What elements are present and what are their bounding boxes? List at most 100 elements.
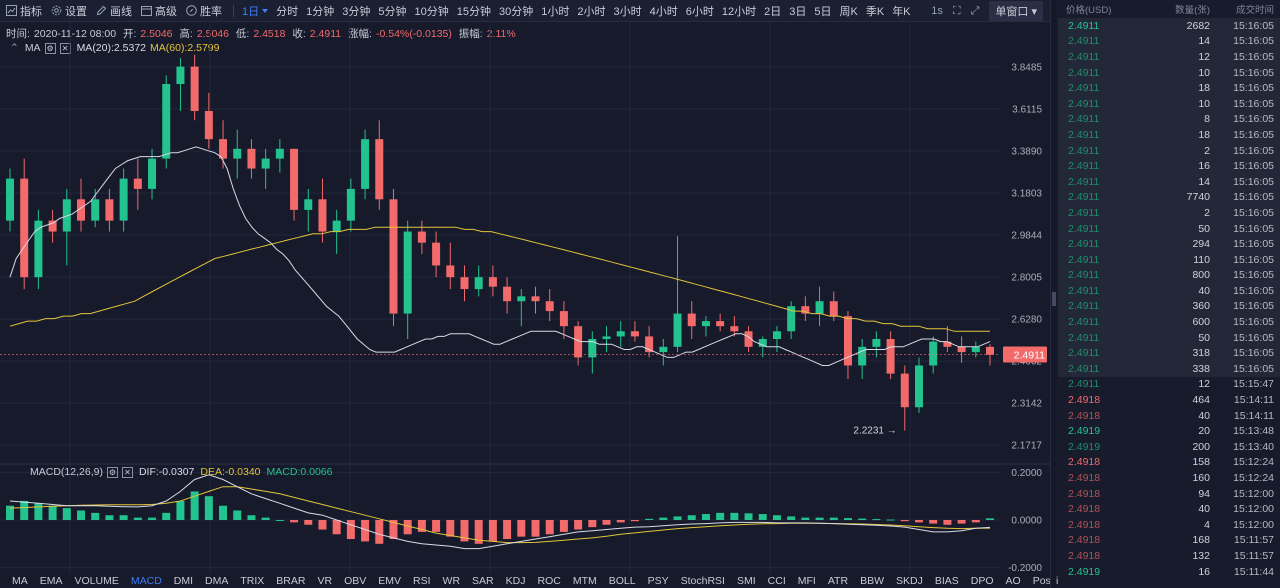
interval-caret-icon[interactable]: [262, 8, 269, 13]
indicator-tab-kdj[interactable]: KDJ: [505, 575, 526, 587]
winrate-tool[interactable]: 胜率: [186, 3, 222, 19]
indicator-tab-ma[interactable]: MA: [12, 575, 28, 587]
interval-12[interactable]: 6小时: [685, 5, 714, 18]
settings-tool[interactable]: 设置: [51, 3, 87, 19]
indicator-tab-trix[interactable]: TRIX: [240, 575, 265, 587]
trade-time: 15:16:05: [1233, 362, 1274, 375]
indicator-tab-dma[interactable]: DMA: [205, 575, 229, 587]
panel-splitter[interactable]: [1050, 0, 1056, 588]
low-marker: 2.2231 →: [853, 426, 896, 437]
indicator-tab-mtm[interactable]: MTM: [572, 575, 597, 587]
macd-settings-icon[interactable]: ⚙: [106, 466, 118, 478]
indicator-tab-atr[interactable]: ATR: [827, 575, 849, 587]
indicator-tab-dpo[interactable]: DPO: [970, 575, 994, 587]
trade-qty: 12: [1198, 378, 1210, 391]
macd-bar: [6, 505, 14, 520]
interval-2[interactable]: 1分钟: [306, 5, 335, 18]
interval-15[interactable]: 3日: [789, 5, 807, 18]
indicator-tab-bbw[interactable]: BBW: [860, 575, 884, 587]
interval-9[interactable]: 2小时: [577, 5, 606, 18]
indicator-tab-roc[interactable]: ROC: [537, 575, 561, 587]
chevron-up-icon[interactable]: ⌃: [10, 42, 19, 54]
candle-body: [233, 148, 242, 159]
candle-body: [602, 336, 611, 340]
indicator-tab-volume[interactable]: VOLUME: [74, 575, 119, 587]
indicator-tab-obv[interactable]: OBV: [344, 575, 367, 587]
indicator-tab-stochrsi[interactable]: StochRSI: [680, 575, 725, 587]
trade-price: 2.4911: [1068, 362, 1100, 375]
interval-7[interactable]: 30分钟: [499, 5, 534, 18]
indicator-tab-mfi[interactable]: MFI: [797, 575, 816, 587]
trade-price: 2.4918: [1068, 409, 1101, 422]
indicator-tab-sar[interactable]: SAR: [472, 575, 494, 587]
candle-body: [673, 313, 682, 347]
macd-bar: [389, 520, 398, 540]
ma60-value: MA(60):2.5799: [150, 42, 220, 54]
interval-10[interactable]: 3小时: [613, 5, 642, 18]
interval-19[interactable]: 年K: [892, 5, 911, 18]
high-label: 高:: [179, 28, 193, 40]
trade-time: 15:16:05: [1233, 113, 1274, 126]
indicator-tab-dmi[interactable]: DMI: [173, 575, 194, 587]
indicator-tab-bias[interactable]: BIAS: [934, 575, 959, 587]
candle: [20, 158, 29, 290]
candle-body: [77, 199, 86, 221]
indicator-tab-macd[interactable]: MACD: [130, 575, 162, 587]
advanced-tool[interactable]: 高级: [141, 3, 177, 19]
change-value: -0.54%(-0.0135): [375, 28, 452, 40]
indicator-tab-psy[interactable]: PSY: [647, 575, 669, 587]
candle: [346, 178, 355, 232]
trade-row: 2.4911 16 15:16:05: [1058, 158, 1280, 174]
interval-17[interactable]: 周K: [839, 5, 858, 18]
fullscreen-icon[interactable]: ⛶: [952, 4, 961, 17]
window-mode-select[interactable]: 单窗口 ▾: [989, 1, 1043, 21]
interval-11[interactable]: 4小时: [649, 5, 678, 18]
interval-5[interactable]: 10分钟: [414, 5, 449, 18]
indicator-tab-vr[interactable]: VR: [317, 575, 333, 587]
indicator-tab-ema[interactable]: EMA: [39, 575, 63, 587]
indicator-tab-emv[interactable]: EMV: [378, 575, 402, 587]
interval-0[interactable]: 1日: [242, 5, 260, 18]
trade-price: 2.4911: [1068, 128, 1100, 141]
indicator-tab-skdj[interactable]: SKDJ: [895, 575, 923, 587]
refresh-rate[interactable]: 1s: [931, 5, 943, 17]
indicator-tab-boll[interactable]: BOLL: [608, 575, 636, 587]
trade-price: 2.4911: [1068, 35, 1100, 48]
low-value: 2.4518: [253, 28, 286, 40]
interval-14[interactable]: 2日: [764, 5, 782, 18]
macd-close-icon[interactable]: ✕: [121, 466, 133, 478]
ma-settings-icon[interactable]: ⚙: [44, 42, 56, 54]
trade-price: 2.4918: [1068, 534, 1101, 547]
indicator-tab-brar[interactable]: BRAR: [276, 575, 306, 587]
candles: [6, 54, 994, 431]
interval-16[interactable]: 5日: [814, 5, 832, 18]
indicator-tab-ao[interactable]: AO: [1005, 575, 1021, 587]
interval-8[interactable]: 1小时: [541, 5, 570, 18]
interval-1[interactable]: 分时: [276, 5, 299, 18]
interval-6[interactable]: 15分钟: [456, 5, 491, 18]
candle-body: [971, 346, 980, 353]
candle-body: [957, 346, 966, 353]
interval-13[interactable]: 12小时: [721, 5, 757, 18]
indicator-tab-smi[interactable]: SMI: [736, 575, 756, 587]
indicator-tab-rsi[interactable]: RSI: [413, 575, 431, 587]
trade-row: 2.4919 200 15:13:40: [1058, 439, 1280, 455]
interval-3[interactable]: 3分钟: [342, 5, 371, 18]
trade-qty: 318: [1192, 347, 1210, 360]
indicator-tab-cci[interactable]: CCI: [767, 575, 786, 587]
candle: [602, 326, 611, 353]
indicator-tool[interactable]: 指标: [6, 3, 42, 19]
splitter-handle[interactable]: [1052, 292, 1056, 306]
candle-body: [204, 111, 213, 140]
draw-tool[interactable]: 画线: [96, 3, 132, 19]
expand-icon[interactable]: ⤢: [970, 4, 980, 17]
interval-4[interactable]: 5分钟: [378, 5, 407, 18]
candle: [673, 235, 682, 353]
chart-canvas[interactable]: 3.8485 3.6115 3.3890 3.1803 2.9844 2.8005 2.62…: [0, 22, 1050, 574]
trade-time: 15:16:05: [1233, 331, 1274, 344]
trade-qty: 50: [1198, 222, 1210, 235]
ma60-line: [9, 226, 990, 332]
indicator-tab-wr[interactable]: WR: [442, 575, 461, 587]
interval-18[interactable]: 季K: [865, 5, 885, 18]
